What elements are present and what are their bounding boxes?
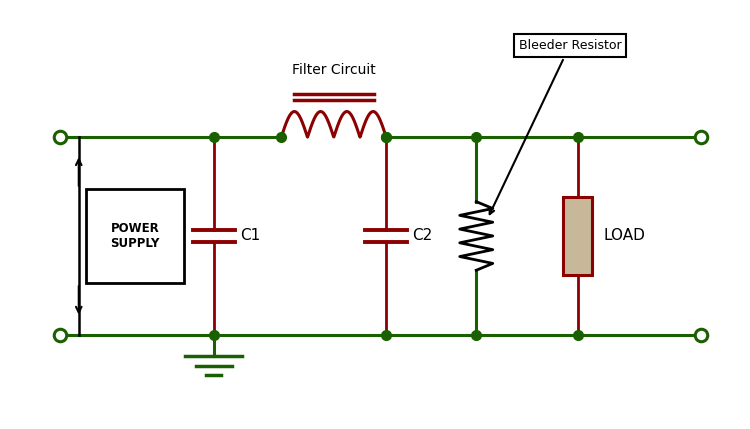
Text: C2: C2 — [413, 229, 433, 243]
Text: Filter Circuit: Filter Circuit — [292, 63, 376, 77]
FancyBboxPatch shape — [563, 197, 592, 275]
Text: LOAD: LOAD — [604, 229, 646, 243]
Text: C1: C1 — [240, 229, 260, 243]
Text: POWER
SUPPLY: POWER SUPPLY — [110, 222, 160, 250]
Text: Bleeder Resistor: Bleeder Resistor — [490, 39, 621, 214]
FancyBboxPatch shape — [86, 189, 184, 283]
